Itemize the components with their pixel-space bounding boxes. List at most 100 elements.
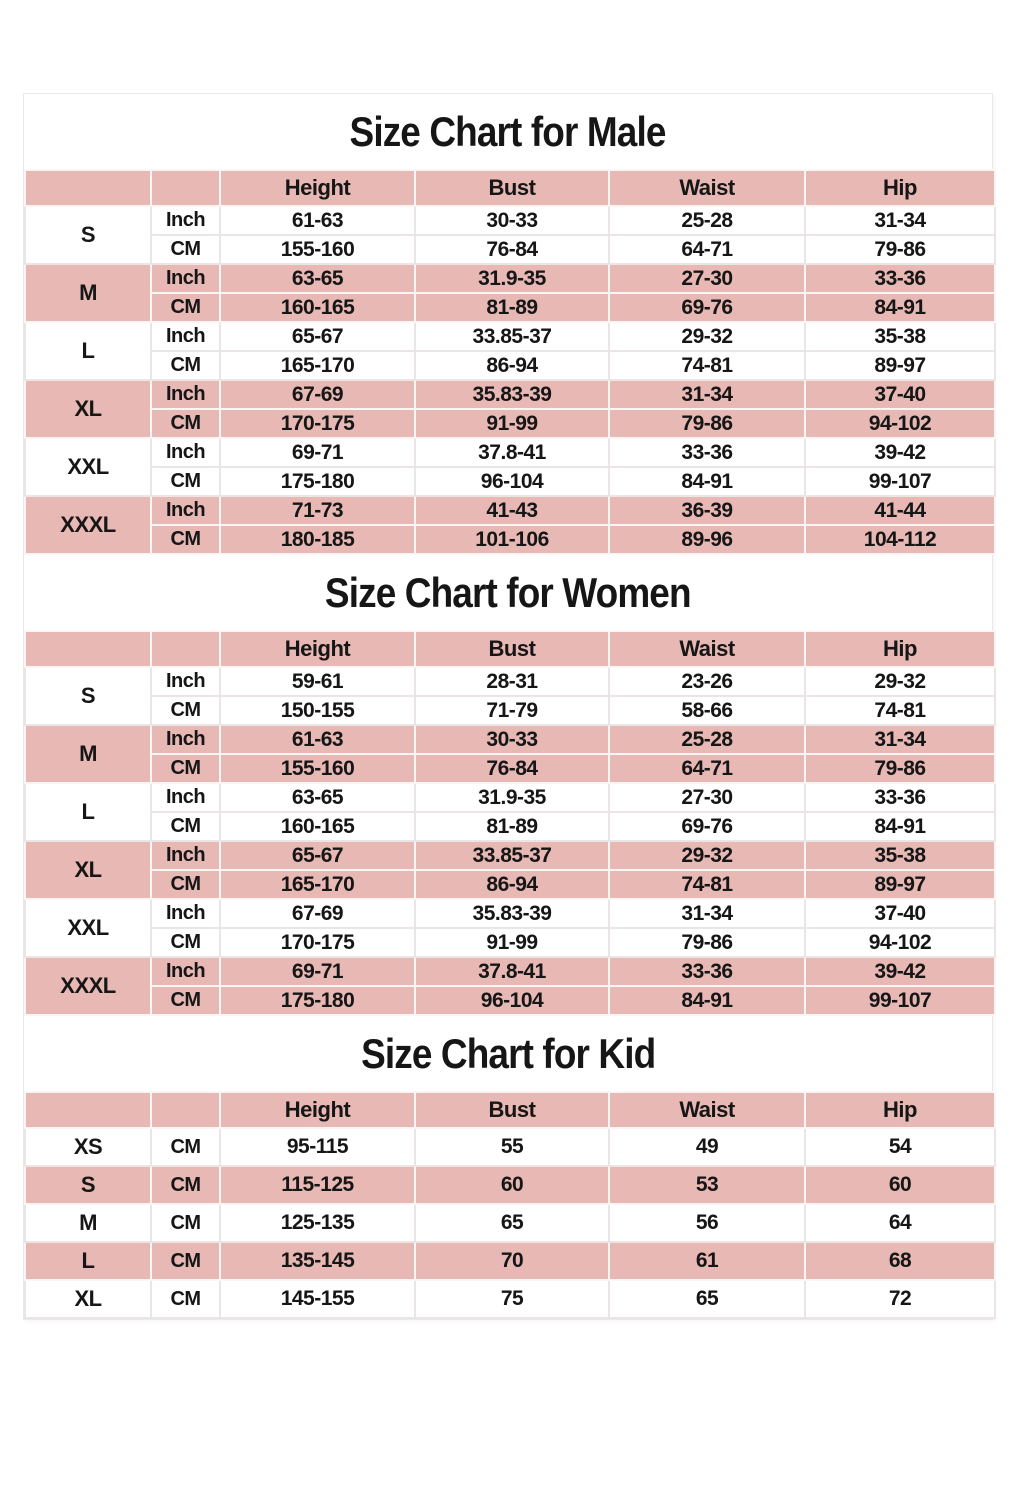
- column-header: Bust: [414, 1091, 610, 1129]
- measurement-value: 71-73: [219, 495, 416, 526]
- size-table: Height Bust Waist Hip S Inch 59-61 28-31 23-26 29…: [24, 630, 996, 1016]
- measurement-value: 61-63: [219, 205, 416, 236]
- measurement-value: 86-94: [414, 869, 610, 900]
- table-row: L Inch 63-65 31.9-35 27-30 33-36: [24, 782, 996, 842]
- measurement-value: 91-99: [414, 408, 610, 439]
- measurement-value: 175-180: [219, 466, 416, 497]
- unit-label: Inch: [150, 898, 221, 929]
- measurement-value: 135-145: [219, 1241, 416, 1281]
- measurement-value: 155-160: [219, 234, 416, 265]
- size-label: M: [24, 263, 152, 323]
- table-row: XL CM 145-155 75 65 72: [24, 1279, 996, 1319]
- measurement-value: 74-81: [804, 695, 996, 726]
- measurement-value: 94-102: [804, 927, 996, 958]
- measurement-value: 69-71: [219, 437, 416, 468]
- unit-label: Inch: [150, 724, 221, 755]
- table-row: M Inch 63-65 31.9-35 27-30 33-36: [24, 263, 996, 323]
- measurement-value: 60: [804, 1165, 996, 1205]
- measurement-value: 69-71: [219, 956, 416, 987]
- column-header: Height: [219, 630, 416, 668]
- size-label: XXXL: [24, 956, 152, 1016]
- measurement-value: 104-112: [804, 524, 996, 555]
- table-row: XL Inch 67-69 35.83-39 31-34 37-40: [24, 379, 996, 439]
- table-row: XXL Inch 69-71 37.8-41 33-36 39-42: [24, 437, 996, 497]
- chart-title: Size Chart for Women: [24, 555, 992, 630]
- measurement-value: 155-160: [219, 753, 416, 784]
- measurement-value: 64-71: [608, 753, 806, 784]
- measurement-value: 37-40: [804, 898, 996, 929]
- measurement-value: 65: [608, 1279, 806, 1319]
- header-row: Height Bust Waist Hip: [24, 1091, 996, 1129]
- measurement-value: 79-86: [608, 927, 806, 958]
- unit-label: Inch: [150, 956, 221, 987]
- measurement-value: 30-33: [414, 205, 610, 236]
- table-row: CM 155-160 76-84 64-71 79-86: [25, 753, 996, 784]
- measurement-value: 91-99: [414, 927, 610, 958]
- measurement-value: 60: [414, 1165, 610, 1205]
- measurement-value: 37-40: [804, 379, 996, 410]
- unit-label: CM: [150, 1165, 221, 1205]
- column-header: Waist: [608, 1091, 806, 1129]
- measurement-value: 54: [804, 1127, 996, 1167]
- measurement-value: 39-42: [804, 437, 996, 468]
- size-label: XL: [24, 1279, 152, 1319]
- header-row: Height Bust Waist Hip: [24, 630, 996, 668]
- measurement-value: 180-185: [219, 524, 416, 555]
- measurement-value: 160-165: [219, 292, 416, 323]
- table-row: L CM 135-145 70 61 68: [24, 1241, 996, 1281]
- table-row: CM 165-170 86-94 74-81 89-97: [25, 869, 996, 900]
- measurement-value: 101-106: [414, 524, 610, 555]
- table-row: XXL Inch 67-69 35.83-39 31-34 37-40: [24, 898, 996, 958]
- size-label: XL: [24, 379, 152, 439]
- measurement-value: 71-79: [414, 695, 610, 726]
- table-row: S CM 115-125 60 53 60: [24, 1165, 996, 1205]
- measurement-value: 25-28: [608, 205, 806, 236]
- measurement-value: 29-32: [608, 840, 806, 871]
- table-row: M CM 125-135 65 56 64: [24, 1203, 996, 1243]
- measurement-value: 115-125: [219, 1165, 416, 1205]
- column-header: Height: [219, 1091, 416, 1129]
- measurement-value: 96-104: [414, 466, 610, 497]
- chart-title-text: Size Chart for Women: [325, 568, 692, 616]
- measurement-value: 55: [414, 1127, 610, 1167]
- table-row: XS CM 95-115 55 49 54: [24, 1127, 996, 1167]
- size-label: XS: [24, 1127, 152, 1167]
- measurement-value: 63-65: [219, 782, 416, 813]
- measurement-value: 35-38: [804, 321, 996, 352]
- measurement-value: 27-30: [608, 263, 806, 294]
- measurement-value: 170-175: [219, 927, 416, 958]
- measurement-value: 79-86: [804, 753, 996, 784]
- unit-label: CM: [150, 350, 221, 381]
- measurement-value: 72: [804, 1279, 996, 1319]
- table-row: XL Inch 65-67 33.85-37 29-32 35-38: [24, 840, 996, 900]
- unit-label: CM: [150, 408, 221, 439]
- size-chart-page: Size Chart for Male Height Bust Waist Hip S In…: [23, 93, 996, 1320]
- size-label: L: [24, 782, 152, 842]
- table-row: CM 160-165 81-89 69-76 84-91: [25, 811, 996, 842]
- unit-label: CM: [150, 985, 221, 1016]
- table-row: CM 175-180 96-104 84-91 99-107: [25, 985, 996, 1016]
- measurement-value: 56: [608, 1203, 806, 1243]
- size-label: XL: [24, 840, 152, 900]
- column-header: Bust: [414, 630, 610, 668]
- measurement-value: 31-34: [804, 724, 996, 755]
- measurement-value: 25-28: [608, 724, 806, 755]
- measurement-value: 89-96: [608, 524, 806, 555]
- measurement-value: 41-44: [804, 495, 996, 526]
- measurement-value: 75: [414, 1279, 610, 1319]
- measurement-value: 35.83-39: [414, 379, 610, 410]
- unit-label: CM: [150, 811, 221, 842]
- table-row: CM 170-175 91-99 79-86 94-102: [25, 927, 996, 958]
- measurement-value: 84-91: [804, 292, 996, 323]
- measurement-value: 150-155: [219, 695, 416, 726]
- measurement-value: 29-32: [804, 666, 996, 697]
- measurement-value: 81-89: [414, 292, 610, 323]
- unit-label: Inch: [150, 263, 221, 294]
- table-row: CM 180-185 101-106 89-96 104-112: [25, 524, 996, 555]
- measurement-value: 65: [414, 1203, 610, 1243]
- measurement-value: 53: [608, 1165, 806, 1205]
- measurement-value: 64: [804, 1203, 996, 1243]
- measurement-value: 61-63: [219, 724, 416, 755]
- measurement-value: 23-26: [608, 666, 806, 697]
- table-row: M Inch 61-63 30-33 25-28 31-34: [24, 724, 996, 784]
